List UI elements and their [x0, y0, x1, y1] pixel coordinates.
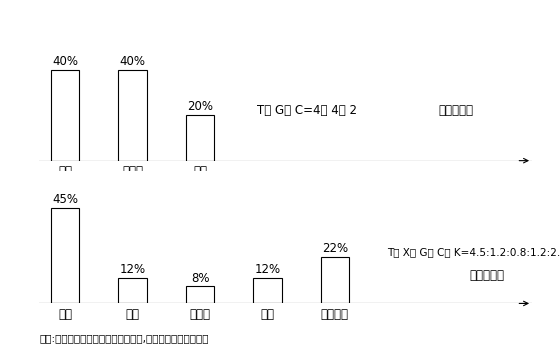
- Text: 20%: 20%: [187, 100, 213, 113]
- Bar: [186, 286, 214, 303]
- Text: （注:实际分布比例应根据工程量计算,以上仅为举例形式。）: （注:实际分布比例应根据工程量计算,以上仅为举例形式。）: [39, 333, 209, 343]
- Text: 45%: 45%: [52, 193, 78, 206]
- Bar: [118, 278, 147, 303]
- Text: 8%: 8%: [191, 272, 209, 285]
- Bar: [51, 70, 80, 161]
- Text: 12%: 12%: [119, 263, 146, 276]
- Text: 40%: 40%: [52, 55, 78, 68]
- Bar: [186, 115, 214, 161]
- Bar: [51, 207, 80, 303]
- Text: 22%: 22%: [322, 242, 348, 255]
- Text: 12%: 12%: [254, 263, 281, 276]
- Text: T： X： G： C： K=4.5:1.2:0.8:1.2:2.2: T： X： G： C： K=4.5:1.2:0.8:1.2:2.2: [387, 247, 560, 257]
- Bar: [321, 257, 349, 303]
- Bar: [253, 278, 282, 303]
- Text: （综合楼）: （综合楼）: [470, 269, 505, 282]
- Text: T： G： C=4： 4： 2: T： G： C=4： 4： 2: [257, 104, 357, 117]
- Text: （住宅楼）: （住宅楼）: [438, 104, 474, 117]
- Text: 40%: 40%: [120, 55, 146, 68]
- Bar: [118, 70, 147, 161]
